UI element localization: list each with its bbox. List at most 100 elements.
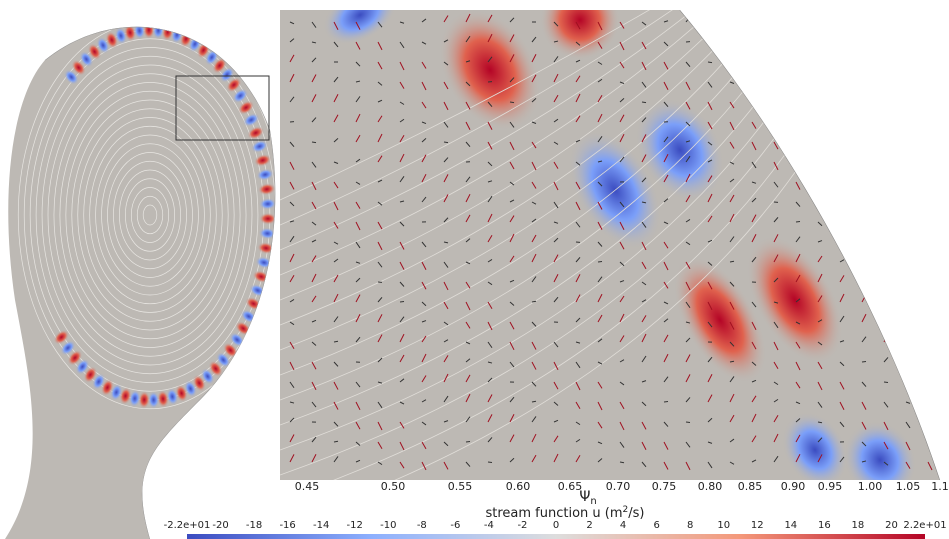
velocity-arrow <box>399 261 405 270</box>
velocity-arrow <box>311 94 317 103</box>
velocity-arrow <box>377 261 383 268</box>
velocity-arrow <box>465 261 471 265</box>
mode-blob <box>258 212 276 225</box>
velocity-arrow <box>399 333 405 343</box>
velocity-arrow <box>707 239 713 243</box>
velocity-arrow <box>531 53 537 63</box>
velocity-arrow <box>575 93 581 103</box>
velocity-arrow <box>399 241 405 250</box>
velocity-arrow <box>531 433 537 443</box>
velocity-arrow <box>509 181 515 186</box>
velocity-arrow <box>289 417 295 423</box>
mode-blob <box>635 98 725 202</box>
velocity-arrow <box>773 99 779 103</box>
velocity-arrow <box>619 81 625 85</box>
velocity-arrow <box>575 201 581 211</box>
x-tick-label: 0.80 <box>698 480 723 493</box>
velocity-arrow <box>487 321 493 331</box>
velocity-arrow <box>641 380 647 383</box>
velocity-arrow <box>575 161 581 166</box>
x-tick-label: 0.95 <box>818 480 843 493</box>
velocity-arrow <box>531 416 537 423</box>
velocity-arrow <box>619 41 625 51</box>
velocity-arrow <box>597 361 603 365</box>
velocity-arrow <box>575 257 581 263</box>
colorbar-tick-label: 12 <box>751 520 764 531</box>
velocity-arrow <box>927 138 933 143</box>
velocity-arrow <box>905 441 911 451</box>
velocity-arrow <box>817 74 823 83</box>
velocity-arrow <box>795 341 801 349</box>
colorbar-tick-label: -18 <box>246 520 262 531</box>
velocity-arrow <box>443 321 449 326</box>
velocity-arrow <box>795 401 801 405</box>
velocity-arrow <box>355 336 361 343</box>
velocity-arrow <box>795 381 801 389</box>
mode-blob <box>157 389 170 408</box>
velocity-arrow <box>663 281 669 289</box>
velocity-arrow <box>399 176 405 183</box>
velocity-arrow <box>531 300 537 303</box>
velocity-arrow <box>861 441 867 447</box>
flux-contour <box>142 204 158 226</box>
velocity-arrow <box>487 213 493 223</box>
velocity-arrow <box>707 121 713 130</box>
mode-blob <box>746 236 844 364</box>
velocity-arrow <box>399 101 405 105</box>
velocity-arrow <box>641 281 647 286</box>
velocity-arrow <box>421 101 427 109</box>
colorbar-tick-label: 16 <box>818 520 831 531</box>
velocity-arrow <box>597 276 603 283</box>
velocity-arrow <box>729 461 735 465</box>
velocity-arrow <box>553 21 559 27</box>
velocity-arrow <box>575 181 581 190</box>
velocity-arrow <box>597 458 603 463</box>
velocity-arrow <box>355 421 361 430</box>
velocity-arrow <box>597 338 603 343</box>
velocity-arrow <box>663 81 669 90</box>
velocity-arrow <box>487 101 493 108</box>
velocity-arrow <box>905 461 911 469</box>
velocity-arrow <box>773 161 779 171</box>
velocity-arrow <box>729 301 735 310</box>
velocity-arrow <box>333 340 339 343</box>
velocity-arrow <box>619 114 625 123</box>
mode-blob <box>247 126 265 140</box>
velocity-arrow <box>663 376 669 383</box>
velocity-arrow <box>443 355 449 363</box>
velocity-arrow <box>487 377 493 383</box>
velocity-arrow <box>729 161 735 165</box>
velocity-arrow <box>465 176 471 183</box>
velocity-arrow <box>311 341 317 346</box>
velocity-arrow <box>553 237 559 243</box>
x-tick-label: 1.1 <box>931 480 949 493</box>
velocity-arrow <box>795 361 801 371</box>
velocity-arrow <box>399 300 405 303</box>
velocity-arrow <box>641 241 647 251</box>
velocity-arrow <box>619 335 625 343</box>
velocity-arrow <box>333 241 339 245</box>
velocity-arrow <box>927 61 933 69</box>
velocity-arrow <box>509 34 515 43</box>
velocity-arrow <box>883 421 889 431</box>
colorbar-tick-label: -10 <box>380 520 396 531</box>
x-tick-label: 0.85 <box>738 480 763 493</box>
velocity-arrow <box>773 341 779 351</box>
velocity-arrow <box>487 394 493 403</box>
velocity-arrow <box>861 201 867 209</box>
velocity-arrow <box>927 261 933 270</box>
velocity-arrow <box>333 93 339 103</box>
velocity-arrow <box>839 340 845 343</box>
velocity-arrow <box>333 221 339 229</box>
velocity-arrow <box>377 381 383 384</box>
velocity-arrow <box>883 314 889 323</box>
velocity-arrow <box>927 101 933 109</box>
velocity-arrow <box>289 454 295 463</box>
mode-blob <box>152 26 165 40</box>
velocity-arrow <box>377 241 383 251</box>
velocity-arrow <box>575 59 581 63</box>
velocity-arrow <box>421 18 427 23</box>
mode-blob <box>216 351 231 368</box>
velocity-arrow <box>399 200 405 203</box>
